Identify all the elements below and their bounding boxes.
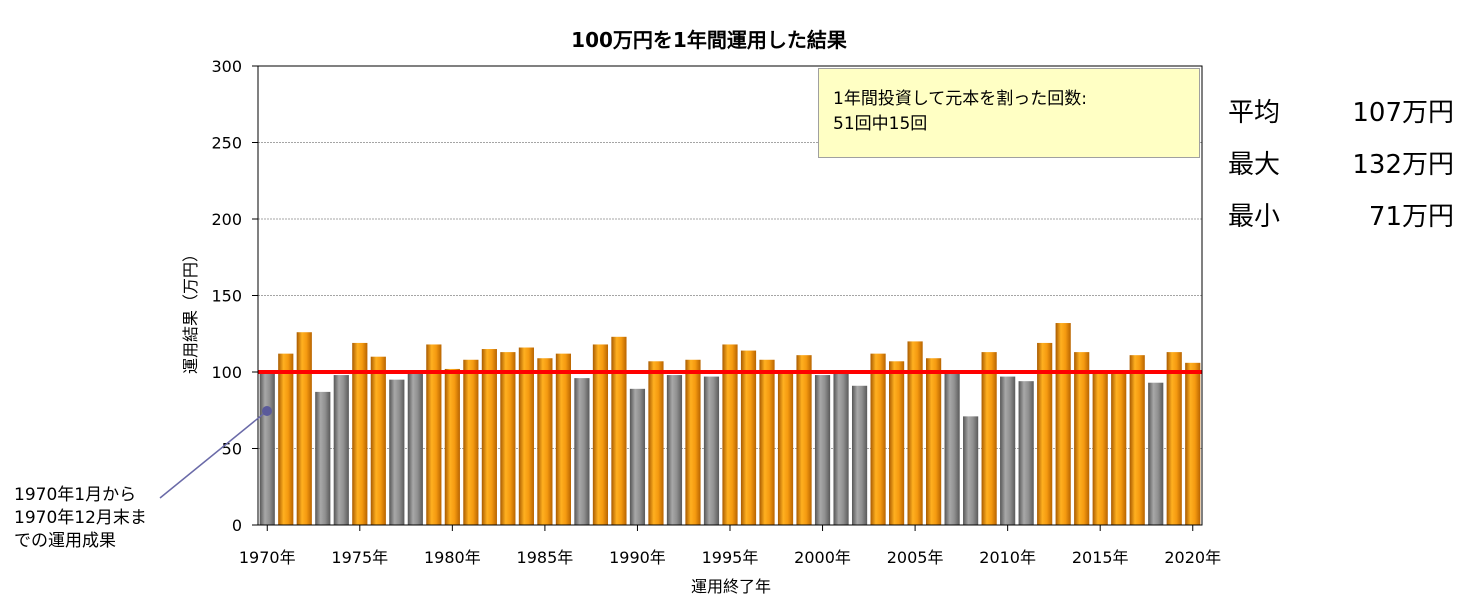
bar [1129,355,1145,525]
bar [666,375,683,525]
x-tick-label: 2015年 [1072,548,1129,567]
y-tick-label: 300 [211,57,242,76]
stat-label: 最小 [1228,202,1281,232]
note-line-2: 1970年12月末ま [14,508,147,528]
bar [685,359,701,525]
stats-panel: 平均 107万円 最大 132万円 最小 71万円 [1228,92,1454,248]
bar [629,388,646,525]
bar [1092,370,1108,525]
bar [814,375,831,525]
note-pointer [159,410,268,499]
bar [944,372,960,525]
x-tick-label: 2005年 [887,548,944,567]
bar [740,350,757,525]
annotation-line-1: 1年間投資して元本を割った回数: [833,89,1088,109]
bar [1148,382,1164,525]
bar [796,355,812,525]
bar [907,341,923,525]
y-axis-label: 運用結果（万円） [181,246,200,374]
x-tick-label: 1970年 [239,548,296,567]
bar [833,372,849,525]
bar [1185,362,1201,525]
stat-value: 132万円 [1352,150,1454,180]
bar [870,353,886,525]
y-tick-label: 50 [222,440,242,459]
x-tick-label: 2000年 [794,548,851,567]
bar [370,356,386,525]
bar [518,347,534,525]
bar [981,352,997,525]
y-tick-label: 200 [211,210,242,229]
stat-label: 平均 [1228,98,1281,128]
note-pointer-dot [262,406,272,416]
first-bar-note: 1970年1月から 1970年12月末ま での運用成果 [14,484,147,553]
bar [1074,352,1090,525]
x-tick-label: 1980年 [424,548,481,567]
bar [611,336,627,525]
x-tick-label: 1985年 [517,548,574,567]
bar [500,352,516,525]
y-tick-label: 0 [232,516,242,535]
bar [278,353,294,525]
bar [389,379,405,525]
y-axis-ticks: 0 50 100 150 200 250 300 [211,57,258,535]
bar [333,375,349,525]
bar [1018,381,1034,525]
y-tick-label: 250 [211,134,242,153]
bar [407,372,423,525]
x-axis-ticks: 1970年 1975年 1980年 1985年 1990年 1995年 2000年 2005年… [239,525,1221,567]
y-tick-label: 100 [211,363,242,382]
bar [888,361,905,525]
annotation-line-2: 51回中15回 [833,114,928,134]
stat-average: 平均 107万円 [1228,92,1454,144]
bar [759,359,775,525]
bar [426,344,442,525]
bar [1111,370,1127,525]
stat-value: 71万円 [1368,202,1454,232]
bar [296,332,312,525]
x-tick-label: 2020年 [1164,548,1221,567]
x-tick-label: 1990年 [609,548,666,567]
plot-area [257,65,1203,526]
bar [703,376,720,525]
bar [481,349,497,525]
bar [1037,342,1053,525]
annotation-box: 1年間投資して元本を割った回数: 51回中15回 [818,68,1200,158]
bar [1055,323,1071,525]
note-line-3: での運用成果 [14,531,116,551]
bar [315,391,331,525]
bar [463,359,479,525]
x-tick-label: 2010年 [979,548,1036,567]
bar [574,378,590,525]
bar [777,370,794,525]
x-tick-label: 1995年 [702,548,759,567]
bar [851,385,868,525]
stat-min: 最小 71万円 [1228,196,1454,248]
bar [352,342,368,525]
bar [648,361,664,525]
note-line-1: 1970年1月から [14,485,137,505]
stat-max: 最大 132万円 [1228,144,1454,196]
bar [537,358,553,525]
y-tick-label: 150 [211,287,242,306]
bar [722,344,738,525]
bar [444,368,460,525]
chart-title: 100万円を1年間運用した結果 [571,28,847,52]
x-tick-label: 1975年 [331,548,388,567]
bars [259,323,1201,525]
bar [592,344,609,525]
bar [259,372,275,525]
bar [926,358,942,525]
bar [555,353,572,525]
stat-label: 最大 [1228,150,1281,180]
x-axis-label: 運用終了年 [691,577,771,596]
bar [1166,352,1182,525]
stat-value: 107万円 [1352,98,1454,128]
bar [1000,376,1016,525]
bar [963,416,979,525]
